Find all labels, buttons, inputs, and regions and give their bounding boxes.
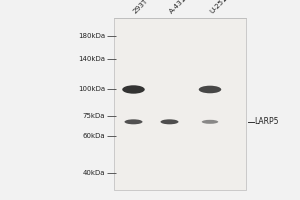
Ellipse shape <box>122 85 145 94</box>
Text: 180kDa: 180kDa <box>78 33 105 39</box>
Text: 293T: 293T <box>132 0 149 15</box>
Ellipse shape <box>124 119 142 124</box>
Text: 75kDa: 75kDa <box>82 113 105 119</box>
Text: 100kDa: 100kDa <box>78 86 105 92</box>
Text: 140kDa: 140kDa <box>78 56 105 62</box>
Text: 60kDa: 60kDa <box>82 133 105 139</box>
Ellipse shape <box>199 86 221 93</box>
Text: A-431: A-431 <box>168 0 188 15</box>
Ellipse shape <box>160 119 178 124</box>
Text: 40kDa: 40kDa <box>82 170 105 176</box>
Bar <box>114 18 246 190</box>
Ellipse shape <box>202 120 218 124</box>
Text: U-251MG: U-251MG <box>208 0 236 15</box>
Text: LARP5: LARP5 <box>254 117 279 126</box>
